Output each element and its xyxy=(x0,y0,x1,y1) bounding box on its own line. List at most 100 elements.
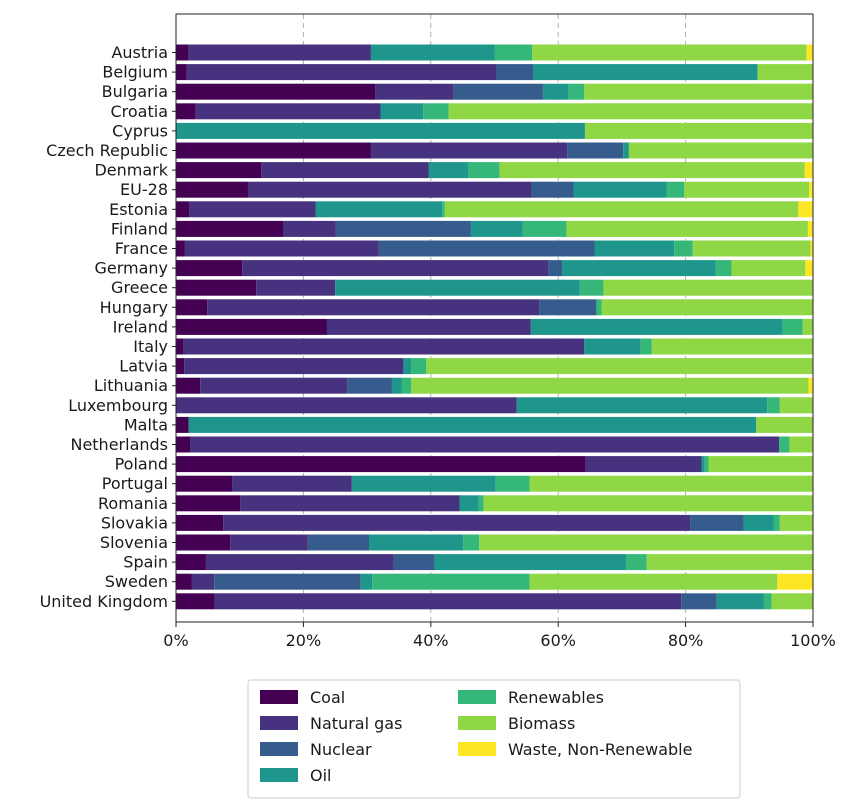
bar-germany-natural-gas xyxy=(242,260,549,277)
bar-denmark-renewables xyxy=(468,162,500,179)
bar-estonia-natural-gas xyxy=(189,201,316,218)
bar-italy-biomass xyxy=(651,338,813,355)
bar-lithuania-oil xyxy=(391,377,402,394)
legend-swatch-renewables xyxy=(458,690,496,704)
bar-france-nuclear xyxy=(378,240,595,257)
bar-finland-waste-non-renewable xyxy=(807,220,813,237)
bar-united-kingdom-natural-gas xyxy=(214,593,682,610)
bar-austria-renewables xyxy=(494,44,533,61)
bar-slovenia-nuclear xyxy=(307,534,370,551)
bar-ireland-coal xyxy=(176,318,327,335)
bar-spain-natural-gas xyxy=(205,554,394,571)
bar-italy-natural-gas xyxy=(183,338,585,355)
legend-label-biomass: Biomass xyxy=(508,714,575,733)
bar-greece-coal xyxy=(176,279,257,296)
x-tick-label-100: 100% xyxy=(790,631,836,650)
bar-bulgaria-renewables xyxy=(568,83,585,100)
bar-austria-oil xyxy=(370,44,495,61)
bar-portugal-renewables xyxy=(495,475,530,492)
bar-ireland-oil xyxy=(530,318,783,335)
bar-united-kingdom-nuclear xyxy=(681,593,717,610)
category-label-spain: Spain xyxy=(123,553,168,572)
y-axis: AustriaBelgiumBulgariaCroatiaCyprusCzech… xyxy=(40,43,176,611)
bar-germany-biomass xyxy=(731,260,806,277)
bar-united-kingdom-biomass xyxy=(771,593,813,610)
category-label-slovenia: Slovenia xyxy=(100,533,168,552)
bar-denmark-waste-non-renewable xyxy=(804,162,813,179)
legend-swatch-coal xyxy=(260,690,298,704)
bar-bulgaria-natural-gas xyxy=(375,83,454,100)
bar-slovakia-renewables xyxy=(773,514,780,531)
bar-lithuania-waste-non-renewable xyxy=(808,377,813,394)
x-tick-label-60: 60% xyxy=(540,631,576,650)
bar-luxembourg-renewables xyxy=(767,397,780,414)
bar-czech-republic-natural-gas xyxy=(370,142,568,159)
bar-slovakia-oil xyxy=(743,514,774,531)
bar-netherlands-biomass xyxy=(789,436,813,453)
bar-poland-renewables xyxy=(704,456,709,473)
bar-spain-coal xyxy=(176,554,206,571)
bar-portugal-biomass xyxy=(529,475,813,492)
category-label-eu-28: EU-28 xyxy=(120,180,168,199)
bar-eu-28-renewables xyxy=(666,181,685,198)
bar-spain-renewables xyxy=(626,554,647,571)
bar-belgium-biomass xyxy=(757,64,813,81)
bar-ireland-biomass xyxy=(802,318,813,335)
bar-sweden-biomass xyxy=(529,573,778,590)
bar-croatia-oil xyxy=(380,103,424,120)
bar-eu-28-waste-non-renewable xyxy=(809,181,813,198)
category-label-malta: Malta xyxy=(124,415,168,434)
bar-eu-28-oil xyxy=(573,181,667,198)
legend-swatch-waste-non-renewable xyxy=(458,742,496,756)
bar-portugal-natural-gas xyxy=(232,475,352,492)
category-label-poland: Poland xyxy=(115,455,168,474)
bar-denmark-biomass xyxy=(499,162,805,179)
bar-finland-biomass xyxy=(566,220,808,237)
bar-romania-renewables xyxy=(478,495,484,512)
bar-italy-coal xyxy=(176,338,184,355)
bar-netherlands-natural-gas xyxy=(190,436,780,453)
bar-austria-waste-non-renewable xyxy=(806,44,813,61)
bar-denmark-natural-gas xyxy=(261,162,429,179)
bar-netherlands-coal xyxy=(176,436,191,453)
category-label-france: France xyxy=(115,239,168,258)
bar-eu-28-biomass xyxy=(684,181,810,198)
bar-denmark-coal xyxy=(176,162,262,179)
bar-lithuania-natural-gas xyxy=(200,377,348,394)
bar-austria-coal xyxy=(176,44,189,61)
bar-france-waste-non-renewable xyxy=(810,240,813,257)
bar-poland-biomass xyxy=(708,456,813,473)
bar-croatia-biomass xyxy=(448,103,813,120)
bar-finland-coal xyxy=(176,220,284,237)
bar-belgium-nuclear xyxy=(496,64,534,81)
bar-sweden-nuclear xyxy=(214,573,361,590)
bar-malta-oil xyxy=(188,416,757,433)
bar-slovenia-renewables xyxy=(463,534,480,551)
bar-finland-oil xyxy=(470,220,523,237)
legend-swatch-biomass xyxy=(458,716,496,730)
bar-croatia-renewables xyxy=(423,103,449,120)
bar-united-kingdom-coal xyxy=(176,593,215,610)
category-label-bulgaria: Bulgaria xyxy=(102,82,168,101)
bar-belgium-natural-gas xyxy=(186,64,497,81)
legend-swatch-nuclear xyxy=(260,742,298,756)
x-tick-label-80: 80% xyxy=(668,631,704,650)
bar-eu-28-natural-gas xyxy=(247,181,532,198)
bar-estonia-oil xyxy=(315,201,443,218)
category-label-greece: Greece xyxy=(111,278,168,297)
category-label-czech-republic: Czech Republic xyxy=(46,141,168,160)
bar-france-coal xyxy=(176,240,185,257)
bar-estonia-renewables xyxy=(442,201,445,218)
bar-greece-renewables xyxy=(579,279,604,296)
bar-finland-renewables xyxy=(522,220,567,237)
bar-germany-waste-non-renewable xyxy=(805,260,813,277)
bar-croatia-coal xyxy=(176,103,196,120)
bar-slovakia-coal xyxy=(176,514,224,531)
bar-estonia-waste-non-renewable xyxy=(798,201,813,218)
category-label-denmark: Denmark xyxy=(94,161,168,180)
x-tick-label-40: 40% xyxy=(413,631,449,650)
bar-eu-28-nuclear xyxy=(531,181,574,198)
bar-luxembourg-biomass xyxy=(779,397,813,414)
legend-swatch-oil xyxy=(260,768,298,782)
category-label-italy: Italy xyxy=(133,337,168,356)
